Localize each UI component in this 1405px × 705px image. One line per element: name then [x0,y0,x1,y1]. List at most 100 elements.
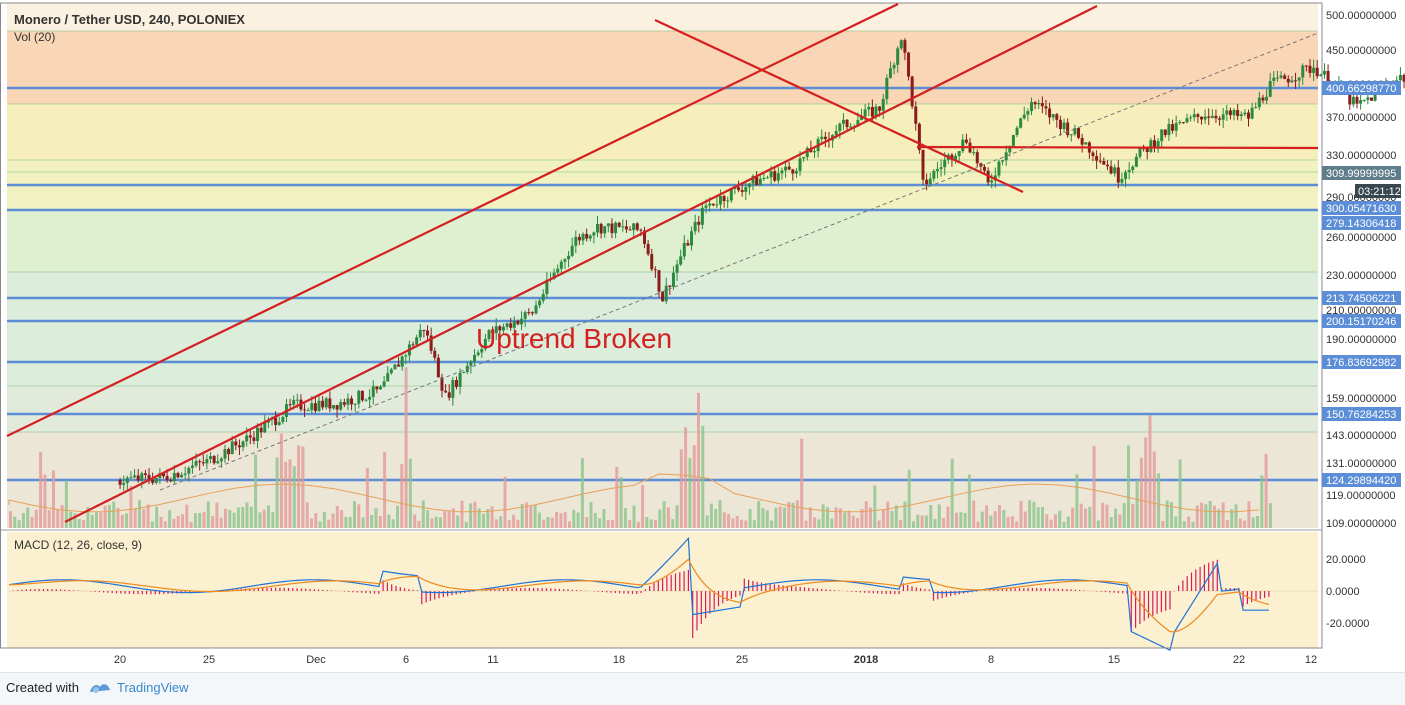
volume-bar [82,520,86,528]
volume-ma-line [8,473,1260,513]
volume-bar [1213,505,1216,528]
candle-body [570,245,574,256]
volume-bar [271,512,275,528]
candle-body [722,196,726,202]
level-badge [1322,201,1401,215]
volume-bar [499,516,503,528]
price-tick-label: 190.00000000 [1326,334,1396,346]
candle-body [292,399,296,405]
volume-bar [929,505,933,528]
volume-bar [163,521,167,528]
volume-bar [684,427,688,528]
candle-body [639,229,643,231]
level-badge [1322,355,1401,369]
volume-bar [267,505,270,528]
candle-body [360,390,364,401]
candle-body [1362,99,1366,101]
candle-body [668,285,672,287]
candle-body [379,386,382,390]
upper-channel-line [6,3,899,437]
candle-body [494,326,498,334]
volume-bar [593,512,597,528]
candle-body [454,380,458,387]
volume-bar [112,501,116,528]
volume-bar [654,519,657,528]
candle-body [885,77,889,100]
candle-body [1366,97,1370,100]
candle-body [943,159,947,168]
volume-bar [125,513,129,528]
price-tick-label: 370.00000000 [1326,112,1396,124]
candle-body [1196,114,1200,117]
volume-bar [1114,508,1118,528]
candle-body [711,203,715,206]
volume-bar [1015,521,1019,528]
volume-bar [993,511,997,528]
candle-body [1301,65,1305,78]
candle-body [878,106,882,111]
volume-bar [451,508,455,528]
candle-body [1019,118,1023,128]
candle-body [1102,161,1106,165]
volume-bar [129,485,133,528]
price-tick-label: 131.00000000 [1326,458,1396,470]
volume-bar [516,519,520,528]
candle-body [313,403,317,411]
tradingview-logo-icon [88,681,112,700]
candle-body [433,350,437,358]
candle-body [718,196,722,205]
x-tick-label: 2018 [854,654,878,666]
candle-body [1192,114,1196,118]
tradingview-link[interactable]: TradingView [117,680,189,695]
current-price-label: 309.99999995 [1326,168,1396,180]
volume-bar [662,501,666,528]
level-badge-label: 176.83692982 [1326,357,1396,369]
volume-bar [856,518,860,528]
volume-bar [408,458,412,528]
candle-body [1283,75,1287,79]
candle-body [346,398,350,405]
candle-body [538,300,542,306]
volume-bar [950,458,954,528]
volume-bar [206,501,210,528]
volume-bar [1208,500,1212,528]
volume-bar [886,501,890,528]
volume-bar [1144,437,1148,528]
volume-bar [774,507,778,528]
volume-bar [795,500,799,528]
candle-body [1247,112,1250,119]
volume-bar [13,516,17,528]
candle-body [928,178,932,185]
volume-bar [1247,501,1251,528]
macd-tick-label: -20.0000 [1326,618,1369,630]
volume-bar [215,502,219,528]
volume-bar [322,511,326,528]
volume-bar [1023,511,1027,528]
candle-body [729,188,733,201]
candle-body [501,326,505,331]
volume-bar [1045,514,1049,528]
volume-bar [568,521,571,528]
volume-label: Vol (20) [14,30,56,44]
volume-bar [426,510,430,528]
volume-bar [73,513,77,528]
x-tick-label: 6 [403,654,409,666]
candle-body [1084,142,1088,145]
volume-bar [563,512,567,528]
volume-bar [185,504,189,528]
signal-line [8,558,1270,633]
level-badge [1322,473,1401,487]
candle-body [892,64,896,69]
candle-body [350,398,354,405]
x-tick-label: Dec [306,654,326,666]
volume-bar [1127,445,1130,528]
volume-bar [279,433,283,528]
volume-bar [1182,521,1186,528]
volume-bar [1071,507,1075,528]
candle-body [1008,145,1012,153]
candle-body [1199,116,1203,120]
volume-bar [550,517,554,528]
candle-body [491,330,495,334]
candle-body [1066,122,1070,136]
